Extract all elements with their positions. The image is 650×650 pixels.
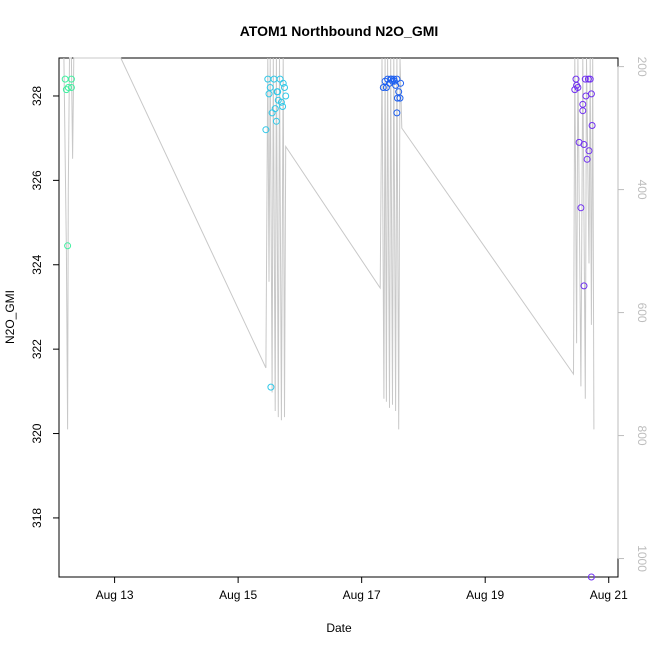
y-tick-label: 326 bbox=[30, 170, 44, 190]
y-right-tick-label: 400 bbox=[635, 180, 649, 200]
chart-title: ATOM1 Northbound N2O_GMI bbox=[240, 23, 439, 39]
data-point bbox=[390, 77, 398, 85]
data-point bbox=[583, 155, 591, 163]
y-tick-label: 320 bbox=[30, 423, 44, 443]
data-point bbox=[587, 90, 595, 98]
x-axis: Aug 13 Aug 15 Aug 17 Aug 19 Aug 21 bbox=[96, 577, 628, 602]
data-point bbox=[61, 75, 69, 83]
y-tick-label: 318 bbox=[30, 508, 44, 528]
data-point bbox=[277, 98, 285, 106]
y-tick-label: 328 bbox=[30, 86, 44, 106]
x-tick-label: Aug 19 bbox=[466, 588, 504, 602]
points-layer bbox=[61, 75, 596, 581]
y-right-tick-label: 200 bbox=[635, 57, 649, 77]
data-point bbox=[587, 573, 595, 581]
data-point bbox=[64, 242, 72, 250]
y-tick-label: 324 bbox=[30, 254, 44, 274]
x-tick-label: Aug 17 bbox=[343, 588, 381, 602]
data-point bbox=[395, 88, 403, 96]
pressure-line bbox=[63, 57, 595, 430]
data-point bbox=[396, 94, 404, 102]
data-point bbox=[573, 81, 581, 89]
data-point bbox=[588, 122, 596, 129]
data-point bbox=[394, 94, 401, 102]
x-tick-label: Aug 15 bbox=[219, 588, 257, 602]
y-right-tick-label: 800 bbox=[635, 426, 649, 446]
y-axis: 318 320 322 324 326 328 bbox=[30, 86, 59, 528]
data-point bbox=[271, 105, 279, 113]
data-point bbox=[581, 75, 589, 83]
data-point bbox=[579, 107, 587, 115]
y-axis-right: 200 400 600 800 1000 bbox=[617, 57, 649, 572]
data-point bbox=[279, 103, 287, 110]
y-tick-label: 322 bbox=[30, 339, 44, 359]
x-tick-label: Aug 21 bbox=[590, 588, 628, 602]
data-point bbox=[67, 84, 75, 91]
data-point bbox=[580, 282, 588, 290]
data-point bbox=[274, 88, 282, 96]
data-point bbox=[577, 204, 585, 212]
x-axis-label: Date bbox=[326, 621, 352, 635]
data-point bbox=[266, 84, 274, 91]
pressure-layer bbox=[63, 57, 595, 430]
data-point bbox=[64, 84, 72, 91]
y-right-tick-label: 1000 bbox=[635, 545, 649, 572]
data-point bbox=[279, 79, 287, 87]
data-point bbox=[281, 84, 288, 91]
data-point bbox=[393, 109, 401, 117]
data-point bbox=[267, 383, 275, 391]
data-point bbox=[586, 75, 594, 83]
y-axis-label: N2O_GMI bbox=[3, 290, 17, 344]
data-point bbox=[67, 75, 75, 83]
data-point bbox=[580, 141, 588, 148]
data-point bbox=[585, 147, 593, 155]
x-tick-label: Aug 13 bbox=[96, 588, 134, 602]
data-point bbox=[265, 90, 273, 98]
data-point bbox=[379, 84, 387, 91]
data-point bbox=[397, 79, 405, 87]
data-point bbox=[282, 92, 290, 100]
y-right-tick-label: 600 bbox=[635, 303, 649, 323]
data-point bbox=[272, 117, 280, 125]
data-point bbox=[262, 126, 270, 134]
